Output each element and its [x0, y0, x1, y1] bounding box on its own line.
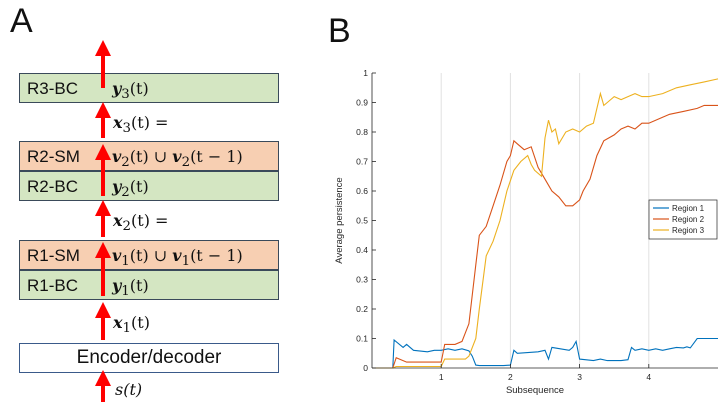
- encoder-decoder-label: Encoder/decoder: [76, 347, 222, 368]
- x-tick-label: 4: [646, 372, 651, 382]
- y-tick-label: 0.7: [356, 157, 368, 167]
- x-tick-label: 3: [577, 372, 582, 382]
- y-tick-label: 0.1: [356, 334, 368, 344]
- between-label-x3: x3(t) =: [113, 113, 169, 137]
- block-math: v1(t) ∪ v1(t − 1): [112, 246, 243, 270]
- encoder-decoder-block: Encoder/decoder: [19, 343, 279, 373]
- panel-letter-a: A: [10, 2, 33, 40]
- series-line: [372, 78, 719, 369]
- block-r2-bc: R2-BC y2(t): [19, 171, 279, 201]
- block-label: R1-SM: [27, 246, 80, 265]
- legend-entry: Region 3: [672, 226, 705, 235]
- x-axis-label: Subsequence: [506, 385, 564, 396]
- arrows-layer: [95, 40, 111, 402]
- chart-grid: [440, 73, 650, 368]
- y-tick-label: 0.4: [356, 245, 368, 255]
- block-math: y1(t): [112, 276, 149, 300]
- between-label-x2: x2(t) =: [113, 211, 169, 235]
- chart-lines: [372, 78, 719, 369]
- block-label: R2-SM: [27, 147, 80, 166]
- block-r2-sm: R2-SM v2(t) ∪ v2(t − 1): [19, 141, 279, 171]
- block-label: R1-BC: [27, 276, 79, 295]
- block-r3-bc: R3-BC y3(t): [19, 73, 279, 103]
- block-math: y3(t): [112, 79, 149, 103]
- block-label: R3-BC: [27, 79, 79, 98]
- y-tick-label: 0.3: [356, 275, 368, 285]
- block-r1-bc: R1-BC y1(t): [19, 270, 279, 300]
- panel-letter-b: B: [328, 12, 351, 50]
- y-tick-label: 0.9: [356, 98, 368, 108]
- input-signal-label: s(t): [115, 380, 143, 399]
- x-tick-label: 2: [508, 372, 513, 382]
- y-tick-label: 0.8: [356, 127, 368, 137]
- between-label-x1: x1(t): [113, 313, 150, 337]
- y-tick-label: 0.2: [356, 304, 368, 314]
- persistence-chart: 0 0.1 0.2 0.3 0.4 0.5 0.6 0.7 0.8 0.9 1 1 2 3 4 Subsequ…: [334, 68, 719, 396]
- y-tick-label: 0.5: [356, 216, 368, 226]
- x-tick-label: 1: [439, 372, 444, 382]
- legend-entry: Region 2: [672, 215, 705, 224]
- block-math: v2(t) ∪ v2(t − 1): [112, 147, 243, 171]
- block-r1-sm: R1-SM v1(t) ∪ v1(t − 1): [19, 240, 279, 270]
- block-math: y2(t): [112, 177, 149, 201]
- chart-axes: 0 0.1 0.2 0.3 0.4 0.5 0.6 0.7 0.8 0.9 1 1 2 3 4 Subsequ…: [334, 68, 718, 396]
- y-tick-label: 1: [363, 68, 368, 78]
- series-line: [372, 337, 718, 369]
- y-tick-label: 0.6: [356, 186, 368, 196]
- y-tick-label: 0: [363, 363, 368, 373]
- block-label: R2-BC: [27, 177, 79, 196]
- y-axis-label: Average persistence: [334, 177, 345, 263]
- chart-legend: Region 1 Region 2 Region 3: [648, 199, 718, 240]
- legend-entry: Region 1: [672, 204, 705, 213]
